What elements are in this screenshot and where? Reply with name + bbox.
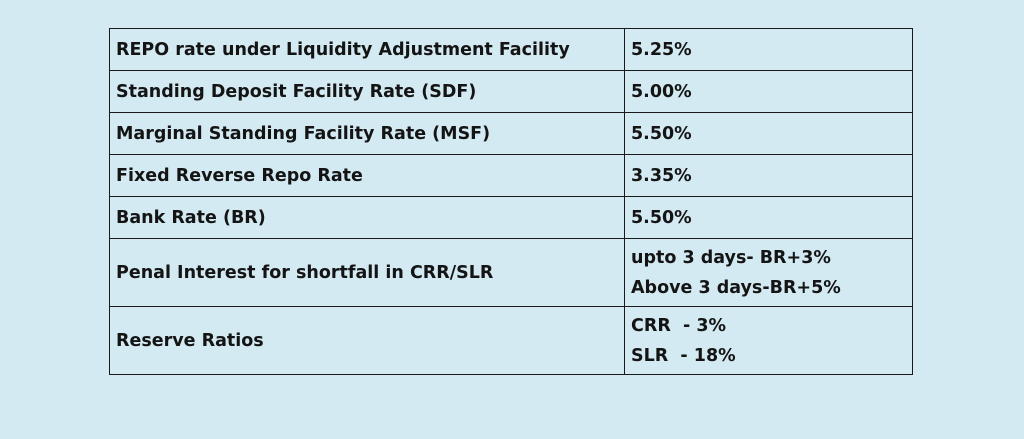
- rate-value: 5.50%: [624, 196, 913, 239]
- rate-value-line: CRR - 3%: [631, 315, 727, 336]
- rate-value: 5.50%: [624, 112, 913, 155]
- rate-value-line: Above 3 days-BR+5%: [631, 277, 841, 298]
- rate-value: 5.00%: [624, 70, 913, 113]
- table-row: Penal Interest for shortfall in CRR/SLR …: [109, 238, 913, 307]
- table-row: Standing Deposit Facility Rate (SDF) 5.0…: [109, 70, 913, 113]
- rate-label: REPO rate under Liquidity Adjustment Fac…: [109, 28, 625, 71]
- rate-label: Penal Interest for shortfall in CRR/SLR: [109, 238, 625, 307]
- table-row: Fixed Reverse Repo Rate 3.35%: [109, 154, 913, 197]
- rate-label: Fixed Reverse Repo Rate: [109, 154, 625, 197]
- table-row: Reserve Ratios CRR - 3% SLR - 18%: [109, 306, 913, 375]
- rate-label: Standing Deposit Facility Rate (SDF): [109, 70, 625, 113]
- rate-value: 3.35%: [624, 154, 913, 197]
- rate-label: Marginal Standing Facility Rate (MSF): [109, 112, 625, 155]
- rate-value: 5.25%: [624, 28, 913, 71]
- rate-label: Bank Rate (BR): [109, 196, 625, 239]
- policy-rates-table: REPO rate under Liquidity Adjustment Fac…: [109, 28, 913, 375]
- rate-value: CRR - 3% SLR - 18%: [624, 306, 913, 375]
- rate-value-line: SLR - 18%: [631, 345, 736, 366]
- table-row: REPO rate under Liquidity Adjustment Fac…: [109, 28, 913, 71]
- rate-value-line: upto 3 days- BR+3%: [631, 247, 831, 268]
- rate-label: Reserve Ratios: [109, 306, 625, 375]
- table-row: Bank Rate (BR) 5.50%: [109, 196, 913, 239]
- rate-value: upto 3 days- BR+3% Above 3 days-BR+5%: [624, 238, 913, 307]
- table-row: Marginal Standing Facility Rate (MSF) 5.…: [109, 112, 913, 155]
